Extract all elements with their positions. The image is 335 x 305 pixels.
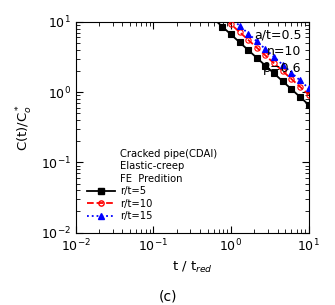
X-axis label: t / t$_{red}$: t / t$_{red}$ xyxy=(172,260,212,275)
Text: (c): (c) xyxy=(158,289,177,303)
Legend: Cracked pipe(CDAI), Elastic-creep, FE  Predition, r/t=5, r/t=10, r/t=15: Cracked pipe(CDAI), Elastic-creep, FE Pr… xyxy=(85,147,219,224)
Text: a/t=0.5
n=10
β=0.6: a/t=0.5 n=10 β=0.6 xyxy=(254,28,302,75)
Y-axis label: C(t)/C$_o^*$: C(t)/C$_o^*$ xyxy=(15,104,35,151)
